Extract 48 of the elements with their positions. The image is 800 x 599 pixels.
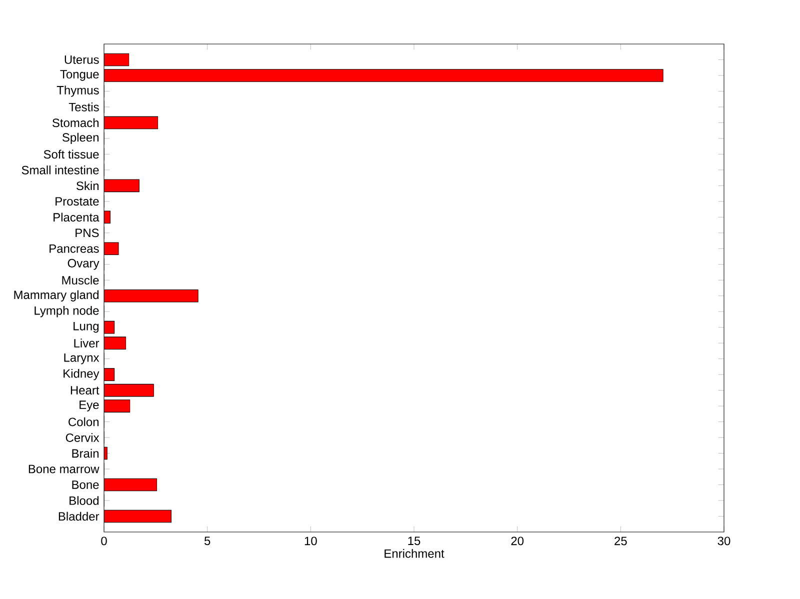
bar — [104, 116, 158, 130]
y-tick-label: Colon — [68, 417, 99, 426]
y-tick-label: Cervix — [66, 433, 100, 442]
y-tick-label: Testis — [68, 102, 99, 112]
bar — [104, 400, 130, 412]
bar — [104, 53, 130, 66]
bar — [104, 179, 140, 192]
bar — [104, 336, 126, 350]
y-tick-label: Liver — [74, 338, 100, 348]
bar — [104, 478, 157, 492]
y-tick-label: Kidney — [64, 368, 100, 380]
y-tick-label: Bone marrow — [28, 464, 100, 474]
y-tick-label: Thymus — [56, 86, 99, 97]
bar — [104, 384, 154, 397]
y-tick-label: Soft tissue — [44, 150, 99, 159]
x-tick-label: 30 — [718, 536, 730, 546]
x-axis-title: Enrichment — [384, 549, 444, 558]
y-tick-label: Mammary gland — [14, 290, 98, 302]
bar — [104, 510, 172, 523]
y-tick-label: Skin — [76, 181, 99, 190]
y-tick-label: Brain — [72, 448, 99, 458]
y-tick-label: Eye — [80, 400, 99, 412]
y-tick-label: Heart — [70, 386, 100, 395]
x-tick-label: 15 — [408, 536, 420, 546]
y-tick-label: Muscle — [62, 276, 99, 285]
y-tick-label: Pancreas — [50, 244, 99, 253]
x-tick-label: 10 — [304, 536, 317, 546]
bar — [104, 69, 664, 82]
x-tick-label: 25 — [614, 536, 627, 546]
y-tick-label: Tongue — [60, 70, 99, 81]
y-tick-label: Larynx — [64, 353, 100, 364]
x-tick-label: 20 — [511, 536, 524, 546]
bar — [104, 289, 198, 302]
y-tick-label: Bone — [72, 480, 99, 489]
y-tick-label: Small intestine — [22, 166, 99, 174]
y-tick-label: Bladder — [58, 512, 100, 521]
y-tick-label: Stomach — [52, 118, 99, 128]
y-tick-label: Prostate — [56, 197, 99, 206]
y-tick-label: Blood — [70, 496, 99, 505]
x-tick-label: 0 — [101, 536, 107, 546]
y-tick-label: Ovary — [68, 258, 100, 270]
y-tick-label: Lymph node — [34, 306, 99, 318]
y-tick-label: Placenta — [54, 212, 100, 222]
y-tick-label: Lung — [74, 322, 99, 333]
x-tick-label: 5 — [204, 536, 210, 546]
y-tick-label: PNS — [76, 228, 99, 238]
y-tick-label: Spleen — [62, 132, 99, 144]
y-tick-label: Uterus — [64, 56, 99, 64]
